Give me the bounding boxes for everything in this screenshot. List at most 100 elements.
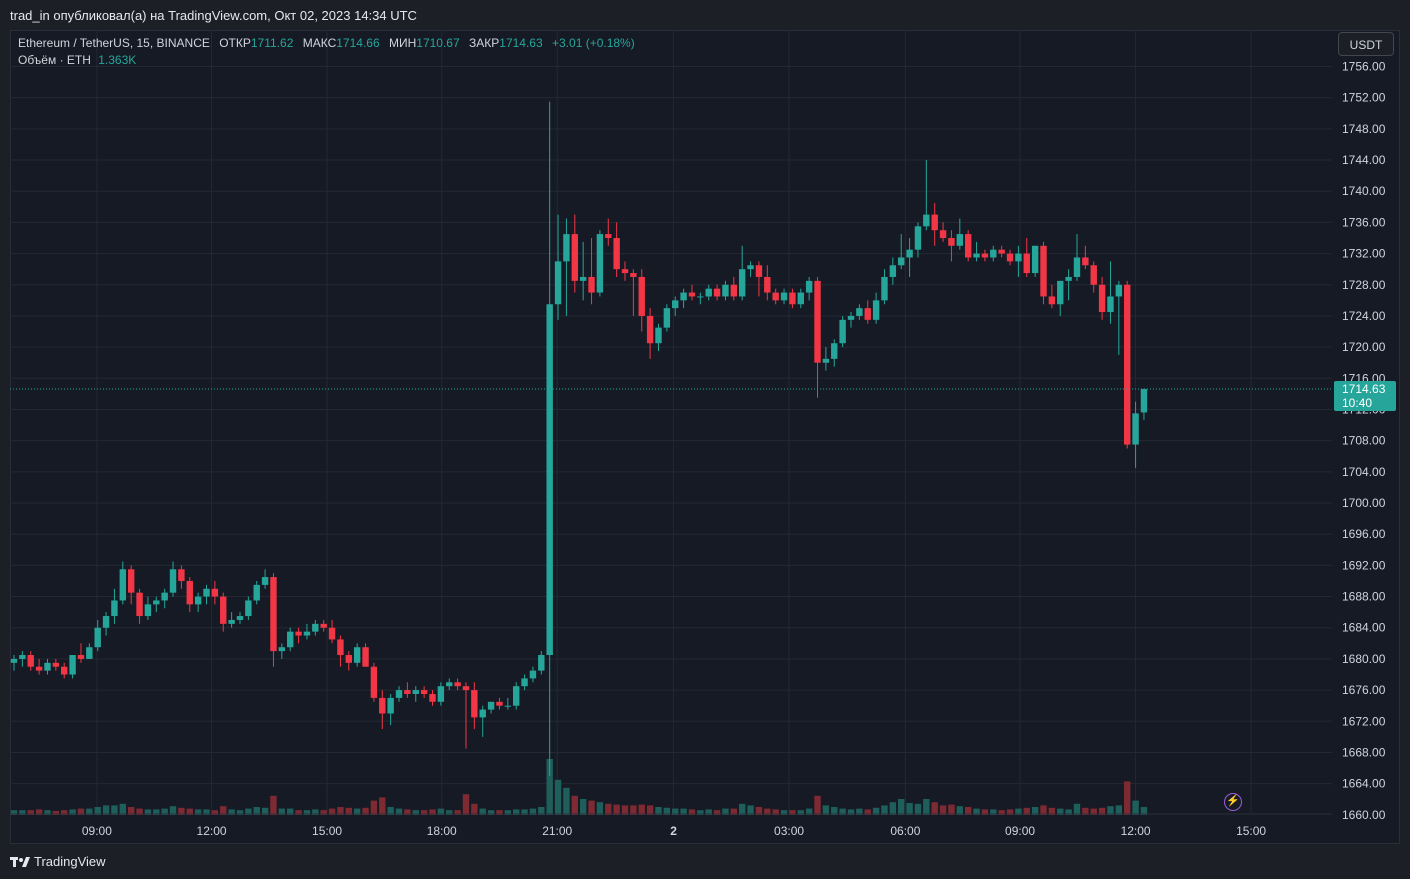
candle-body — [630, 273, 637, 277]
candle — [713, 284, 721, 301]
volume-bar — [814, 795, 821, 815]
volume-bar — [655, 807, 662, 815]
candle — [245, 596, 252, 620]
volume-bar — [278, 808, 286, 815]
price-axis[interactable]: 1660.00 1664.00 1668.00 1672.00 1676.00 1680.… — [1342, 60, 1386, 822]
candle-body — [772, 292, 779, 301]
candle — [772, 288, 779, 305]
candle-body — [964, 234, 972, 258]
lightning-icon[interactable]: ⚡ — [1224, 793, 1242, 811]
candle — [153, 596, 160, 613]
candle — [119, 561, 127, 605]
volume-bar — [722, 808, 729, 815]
candle — [973, 241, 980, 262]
price-tick-label: 1728.00 — [1342, 278, 1386, 292]
time-axis[interactable]: 09:00 12:00 15:00 18:00 21:00 2 03:00 06:00 09:0… — [10, 813, 1332, 838]
candle-body — [496, 701, 503, 706]
candle-body — [722, 284, 729, 297]
volume-bar — [1090, 808, 1097, 815]
volume-bar — [412, 810, 419, 815]
volume-bar — [387, 807, 394, 815]
candle-body — [747, 265, 754, 270]
candle — [194, 592, 202, 613]
volume-bar — [898, 799, 905, 815]
candle-body — [429, 693, 436, 702]
candle — [35, 658, 43, 675]
candle-body — [713, 288, 721, 297]
price-tick-label: 1748.00 — [1342, 122, 1386, 136]
chart-canvas[interactable]: 1660.00 1664.00 1668.00 1672.00 1676.00 1680.… — [10, 30, 1400, 844]
candle — [688, 284, 696, 301]
candle — [1073, 234, 1081, 281]
candle — [1098, 276, 1106, 320]
candle-body — [295, 631, 302, 636]
candle — [471, 682, 478, 730]
low-label: МИН — [388, 36, 417, 50]
candle — [420, 686, 428, 698]
candle-body — [1090, 265, 1097, 285]
candle — [370, 662, 378, 702]
candle — [487, 701, 495, 714]
volume-bar — [295, 810, 302, 815]
time-tick-label: 12:00 — [1121, 824, 1151, 838]
candle-body — [847, 315, 855, 320]
candle-body — [613, 237, 620, 270]
price-tick-label: 1720.00 — [1342, 340, 1386, 354]
candle-body — [328, 627, 336, 640]
candle — [621, 261, 629, 281]
chart-frame[interactable] — [10, 30, 1400, 844]
time-tick-label: 18:00 — [427, 824, 457, 838]
candle — [939, 222, 947, 242]
candle-body — [161, 592, 168, 601]
candle-body — [1023, 253, 1030, 274]
volume-bar — [370, 800, 378, 815]
volume-bar — [379, 797, 386, 815]
candle — [889, 257, 897, 285]
volume-bar — [1031, 807, 1039, 815]
currency-button[interactable]: USDT — [1338, 32, 1394, 56]
candle-body — [705, 288, 712, 297]
volume-bar — [337, 807, 344, 815]
symbol-title[interactable]: Ethereum / TetherUS, 15, BINANCE — [18, 36, 210, 50]
candle — [680, 288, 687, 309]
candle-body — [931, 214, 938, 231]
candle — [287, 627, 294, 652]
candle-body — [529, 670, 537, 679]
candle — [655, 323, 662, 352]
volume-bar — [437, 808, 445, 815]
price-tick-label: 1708.00 — [1342, 434, 1386, 448]
volume-bar — [956, 806, 964, 815]
candle-body — [538, 655, 545, 671]
candle-body — [228, 619, 235, 624]
candle-body — [638, 276, 645, 316]
candle — [144, 596, 152, 620]
candle-body — [646, 315, 654, 344]
volume-bar — [546, 759, 553, 815]
volume-bar — [764, 808, 771, 815]
candle — [1015, 245, 1022, 277]
candle — [630, 269, 637, 316]
candle-body — [948, 237, 955, 246]
volume-bar — [35, 809, 43, 815]
volume-bar — [446, 810, 453, 815]
last-price-value: 1714.63 — [1342, 382, 1386, 396]
candle — [312, 619, 319, 636]
candle-body — [345, 655, 352, 663]
candle-body — [1140, 388, 1148, 413]
candle — [906, 237, 913, 277]
volume-bar — [730, 808, 738, 815]
candle — [822, 347, 830, 371]
volume-bar — [939, 805, 947, 815]
candle — [1132, 401, 1139, 468]
last-price-badge-bg — [1334, 380, 1396, 411]
volume-label[interactable]: Объём · ETH — [18, 53, 91, 67]
tradingview-brand[interactable]: TradingView — [10, 854, 106, 869]
candle-body — [1015, 253, 1022, 262]
tradingview-logo-icon — [10, 856, 30, 867]
candle — [52, 658, 60, 671]
candle-body — [236, 616, 244, 620]
candle-body — [789, 292, 796, 305]
candle — [956, 218, 964, 250]
candle-body — [1057, 280, 1064, 305]
candle — [228, 612, 235, 628]
